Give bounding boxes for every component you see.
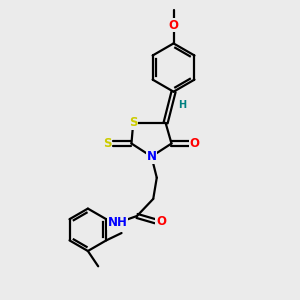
Text: O: O (169, 19, 178, 32)
Text: NH: NH (107, 216, 127, 229)
Text: S: S (129, 116, 137, 129)
Text: O: O (190, 137, 200, 150)
Text: H: H (178, 100, 186, 110)
Text: S: S (103, 137, 112, 150)
Text: N: N (146, 150, 157, 163)
Text: O: O (156, 215, 166, 228)
